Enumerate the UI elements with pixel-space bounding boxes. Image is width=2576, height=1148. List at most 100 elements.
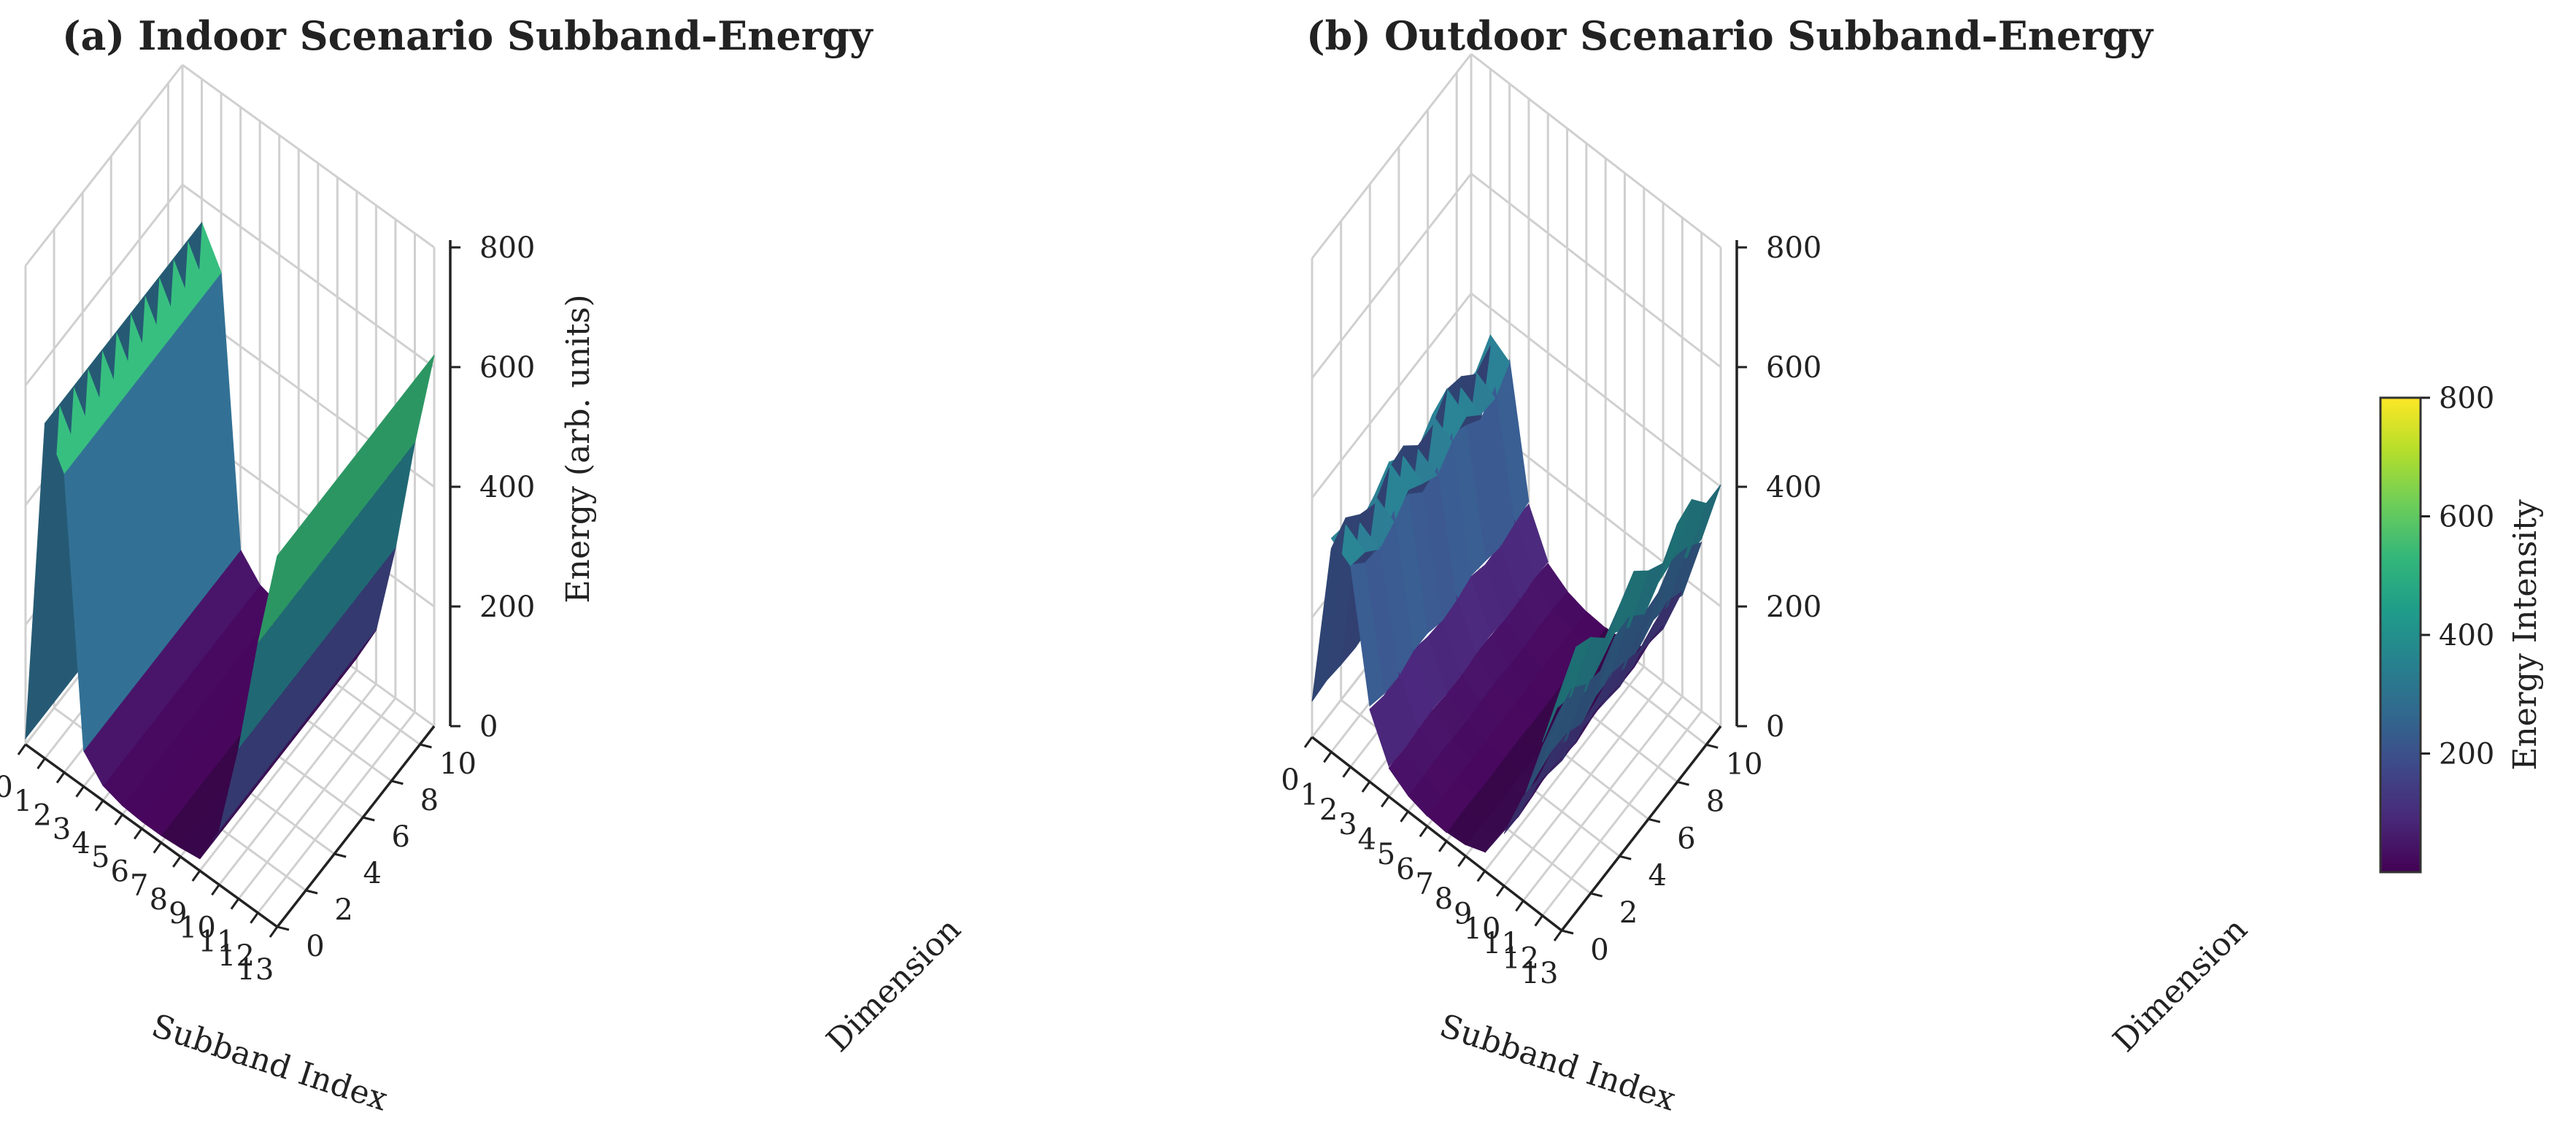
x-tick-mark (36, 758, 46, 770)
z-tick-label: 200 (1766, 590, 1821, 624)
x-tick-mark (1476, 870, 1486, 882)
grid-line (1522, 696, 1684, 902)
y-tick-mark (1705, 743, 1719, 749)
grid-line (24, 64, 184, 266)
grid-line (1484, 666, 1645, 872)
x-tick-mark (17, 744, 27, 755)
x-tick-mark (250, 912, 259, 924)
y-tick-label: 6 (392, 820, 410, 854)
z-ticks: 0 200 400 600 800 (1737, 231, 1821, 744)
grid-line (182, 63, 435, 249)
energy-surface (1311, 334, 1721, 853)
x-tick-mark (94, 800, 104, 812)
y-tick-label: 4 (1648, 859, 1667, 893)
x-tick-label: 6 (1396, 852, 1414, 886)
x-axis-label: Subband Index (1435, 1007, 1681, 1118)
surface-cell (25, 404, 60, 740)
surface-cell (1369, 695, 1404, 768)
z-tick-label: 400 (1766, 471, 1821, 504)
surface-cell (1484, 816, 1519, 853)
y-tick-mark (420, 743, 432, 749)
x-tick-label: 12 (1502, 942, 1539, 976)
x-tick-mark (134, 828, 143, 840)
grid-line (1311, 293, 1473, 498)
y-tick-label: 10 (1726, 747, 1763, 781)
x-tick-mark (153, 841, 162, 854)
x-tick-label: 3 (53, 813, 71, 847)
y-tick-label: 2 (1619, 896, 1638, 930)
colorbar: 200 400 600 800 Energy Intensity (2379, 382, 2544, 874)
x-tick-label: 11 (1483, 927, 1520, 960)
x-tick-mark (55, 771, 66, 784)
x-tick-mark (1553, 930, 1563, 941)
y-tick-label: 2 (334, 893, 352, 927)
colorbar-tick-label: 400 (2439, 619, 2494, 652)
z-tick-label: 200 (479, 590, 535, 624)
panel-a-plot: 0 1 2 3 4 5 6 7 8 91011121302468100200400600800Su… (0, 63, 968, 1118)
grid-line (1470, 53, 1721, 249)
y-axis-label: Dimension (2106, 911, 2255, 1060)
y-tick-label: 0 (306, 930, 324, 963)
x-tick-label: 11 (198, 925, 235, 959)
x-tick-label: 10 (1464, 912, 1501, 946)
grid-line (1541, 710, 1702, 917)
x-tick-label: 12 (217, 939, 255, 973)
x-tick-mark (1323, 751, 1333, 763)
colorbar-tick-label: 200 (2439, 738, 2494, 771)
z-tick-label: 600 (1766, 351, 1821, 385)
y-tick-label: 8 (420, 784, 439, 817)
grid-line (218, 683, 377, 886)
x-tick-mark (230, 898, 240, 910)
x-tick-mark (75, 785, 85, 798)
x-tick-mark (211, 884, 220, 896)
colorbar-ticks: 200 400 600 800 (2421, 382, 2494, 771)
x-axis-line (1311, 736, 1563, 932)
y-tick-mark (1648, 817, 1661, 823)
x-tick-mark (269, 926, 279, 938)
x-tick-label: 6 (111, 855, 129, 888)
x-tick-label: 5 (1377, 838, 1395, 871)
y-tick-mark (333, 852, 347, 858)
colorbar-gradient (2379, 396, 2422, 874)
x-tick-mark (1534, 914, 1543, 927)
x-tick-mark (172, 855, 182, 868)
grid-line (24, 184, 184, 386)
grid-line (1311, 173, 1473, 379)
energy-surface (25, 221, 435, 860)
x-tick-label: 9 (1454, 897, 1472, 931)
x-tick-label: 5 (91, 841, 109, 874)
grid-line (1470, 292, 1721, 488)
colorbar-label: Energy Intensity (2507, 499, 2544, 771)
panel-b-plot: 0 1 2 3 4 5 6 7 8 91011121302468100200400600800Su… (1281, 53, 2255, 1118)
x-tick-label: 0 (0, 771, 13, 804)
z-tick-label: 600 (479, 351, 535, 385)
x-tick-label: 2 (33, 798, 51, 832)
x-tick-label: 0 (1281, 763, 1299, 797)
x-tick-label: 2 (1319, 793, 1338, 827)
y-tick-mark (390, 779, 404, 785)
grid-line (1503, 680, 1665, 887)
x-tick-mark (1400, 811, 1409, 823)
z-tick-label: 800 (1766, 231, 1821, 265)
z-ticks: 0 200 400 600 800 (450, 231, 535, 744)
y-tick-label: 10 (439, 747, 477, 781)
x-tick-label: 10 (179, 911, 216, 944)
z-tick-label: 0 (1766, 710, 1784, 744)
x-tick-label: 7 (1415, 868, 1433, 901)
x-tick-label: 13 (237, 953, 274, 987)
z-tick-label: 800 (479, 231, 535, 265)
z-axis-label: Energy (arb. units) (560, 294, 597, 603)
x-tick-mark (1457, 855, 1467, 867)
y-tick-label: 8 (1706, 785, 1724, 818)
x-tick-mark (1438, 840, 1448, 852)
y-tick-mark (1561, 929, 1574, 935)
y-tick-mark (1677, 780, 1689, 786)
y-tick-mark (277, 925, 290, 931)
z-tick-label: 0 (479, 710, 498, 744)
colorbar-tick-label: 800 (2439, 382, 2494, 415)
